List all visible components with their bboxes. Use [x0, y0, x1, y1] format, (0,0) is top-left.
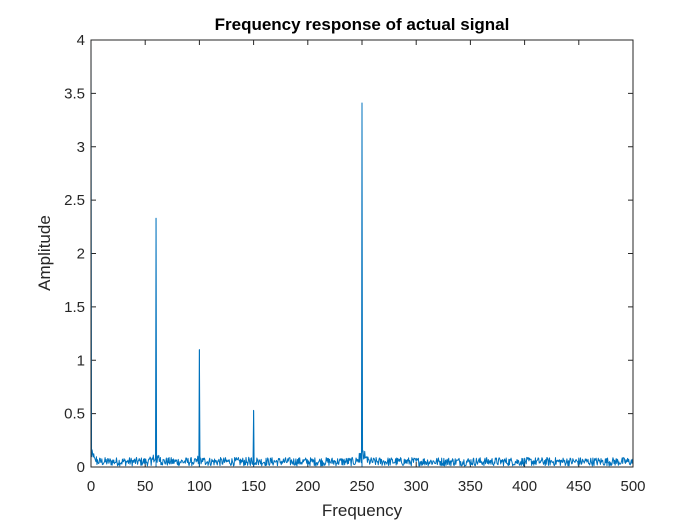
y-tick-label: 2	[77, 246, 85, 263]
x-tick-label: 100	[187, 478, 212, 495]
x-axis-label: Frequency	[322, 501, 403, 520]
x-tick-label: 450	[566, 478, 591, 495]
y-axis-label: Amplitude	[35, 215, 54, 291]
x-tick-label: 200	[295, 478, 320, 495]
y-tick-label: 4	[77, 32, 85, 49]
axis-tick-labels: 0 50 100 150 200 250 300 350 400 450 500 0 0.5 1 1.5 2 2…	[64, 32, 645, 495]
x-tick-label: 150	[241, 478, 266, 495]
y-tick-label: 3.5	[64, 85, 85, 102]
chart-title: Frequency response of actual signal	[215, 15, 510, 34]
x-tick-label: 250	[349, 478, 374, 495]
x-tick-label: 500	[620, 478, 645, 495]
y-tick-label: 3	[77, 139, 85, 156]
x-tick-label: 50	[137, 478, 154, 495]
y-tick-label: 2.5	[64, 192, 85, 209]
y-tick-label: 1.5	[64, 299, 85, 316]
axes-box	[90, 39, 634, 468]
x-tick-label: 0	[87, 478, 95, 495]
x-tick-label: 400	[512, 478, 537, 495]
y-tick-label: 0	[77, 459, 85, 476]
x-tick-label: 300	[404, 478, 429, 495]
y-tick-label: 1	[77, 352, 85, 369]
series-line	[90, 39, 634, 467]
x-tick-label: 350	[458, 478, 483, 495]
y-tick-label: 0.5	[64, 406, 85, 423]
